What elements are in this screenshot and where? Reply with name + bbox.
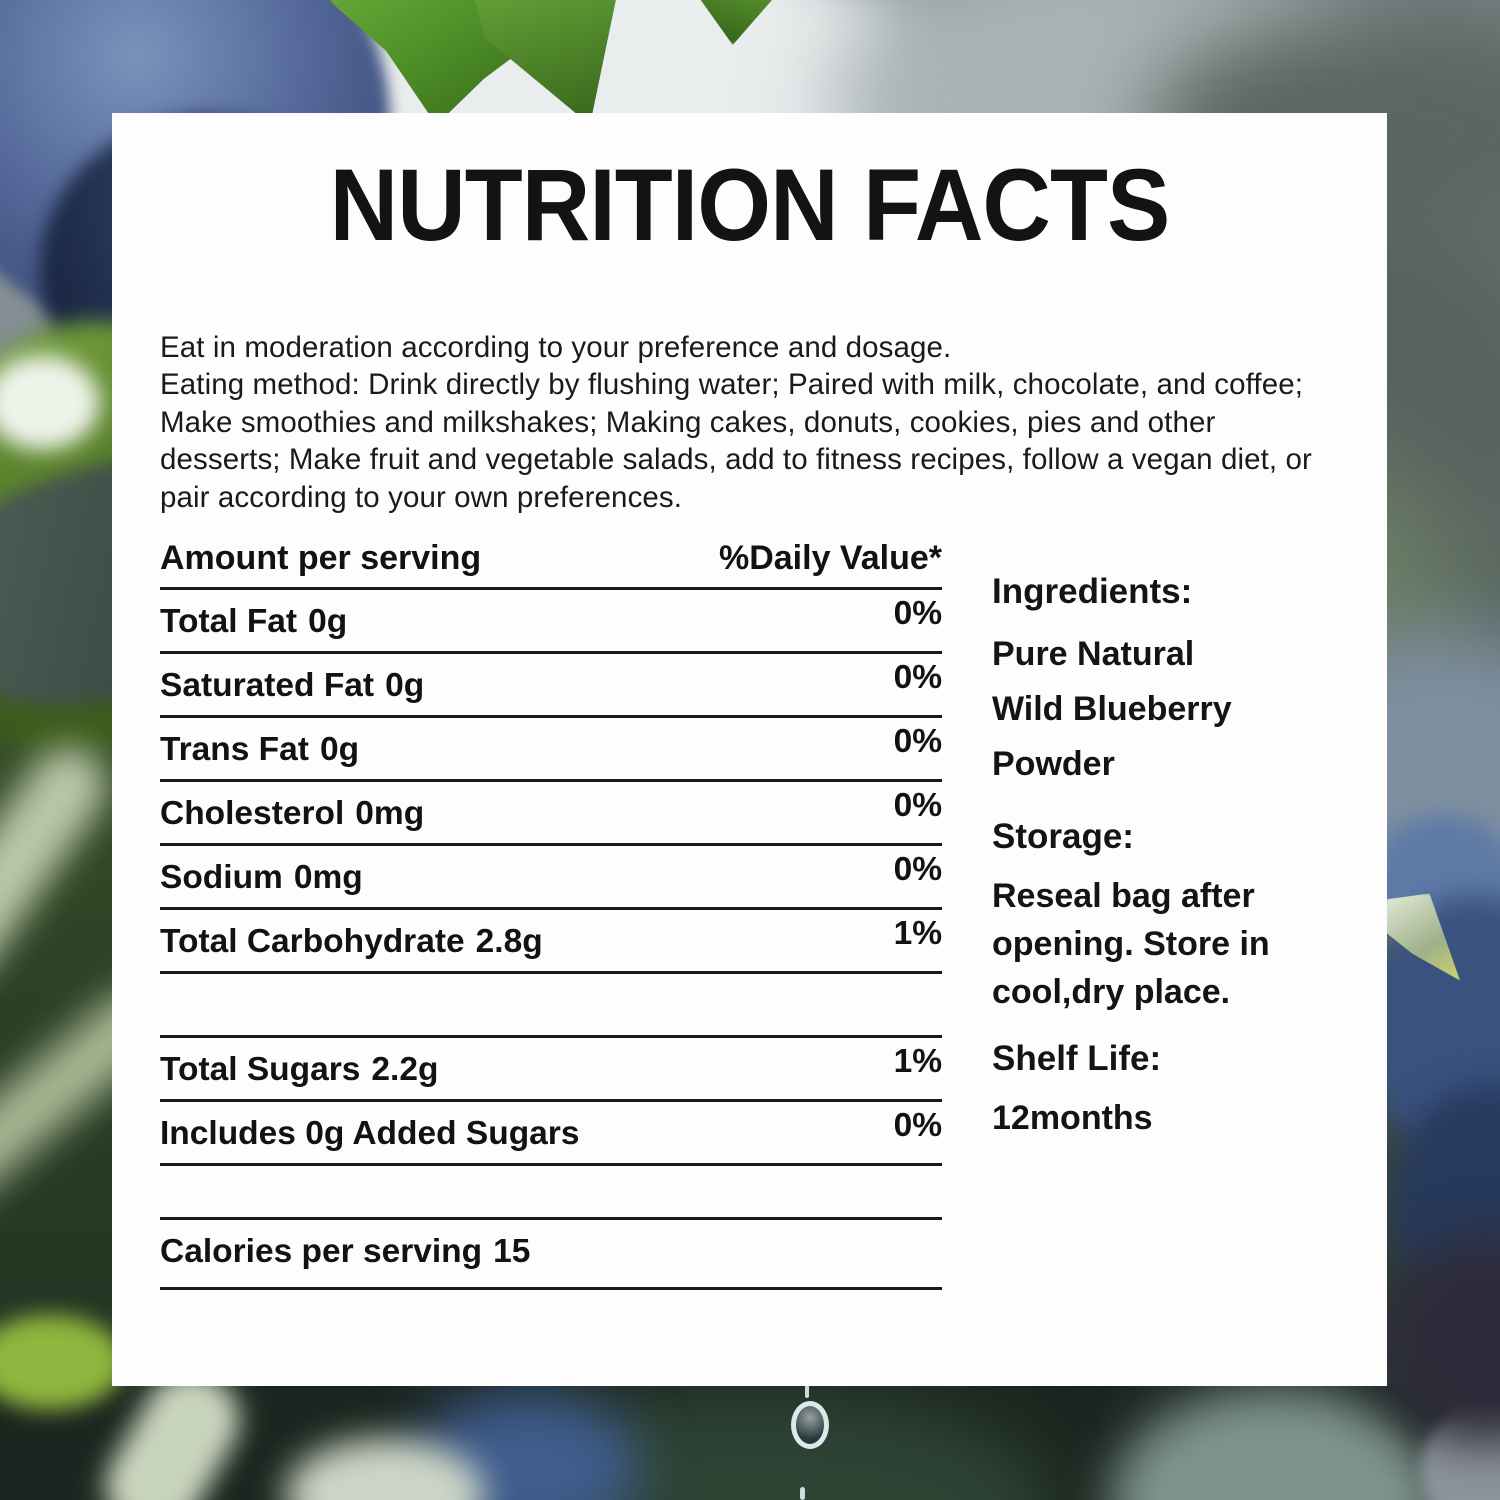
nutrient-name: Trans Fat — [160, 731, 309, 768]
nutrient-amount: 2.2g — [371, 1051, 439, 1088]
table-row-added-sugars: Includes 0g Added Sugars 0% — [160, 1102, 942, 1166]
nutrient-daily-value: 0% — [893, 1107, 942, 1144]
nutrient-daily-value: 0% — [893, 723, 942, 760]
bottom-left-bright-leaf — [0, 1315, 125, 1410]
label-card: NUTRITION FACTS Eat in moderation accord… — [112, 113, 1387, 1386]
nutrient-name: Sodium — [160, 859, 283, 896]
nutrient-name: Includes 0g Added Sugars — [160, 1115, 580, 1152]
shelf-life-heading: Shelf Life: — [992, 1039, 1162, 1078]
table-row-calories: Calories per serving 15 — [160, 1220, 942, 1290]
nutrient-amount: 15 — [493, 1233, 531, 1270]
side-info: Ingredients: Pure Natural Wild Blueberry… — [992, 571, 1332, 1142]
table-row-total-sugars: Total Sugars 2.2g 1% — [160, 1038, 942, 1102]
nutrient-name: Total Sugars — [160, 1051, 361, 1088]
nutrient-name: Total Fat — [160, 603, 298, 640]
nutrient-amount: 0g — [308, 603, 348, 640]
table-row-total-carbohydrate: Total Carbohydrate 2.8g 1% — [160, 910, 942, 974]
nutrient-amount: 2.8g — [475, 923, 543, 960]
storage-heading: Storage: — [992, 817, 1134, 856]
nutrient-daily-value: 0% — [893, 659, 942, 696]
nutrition-table: Amount per serving %Daily Value* Total F… — [160, 533, 942, 1290]
droplet-streak-bottom — [800, 1487, 805, 1500]
table-row-sodium: Sodium 0mg 0% — [160, 846, 942, 910]
table-header-amount: Amount per serving — [160, 539, 482, 577]
water-droplet-icon — [791, 1401, 829, 1449]
nutrient-name: Total Carbohydrate — [160, 923, 465, 960]
table-header: Amount per serving %Daily Value* — [160, 533, 942, 590]
nutrient-name: Saturated Fat — [160, 667, 375, 704]
table-header-daily-value: %Daily Value* — [718, 539, 942, 577]
nutrient-name: Calories per serving — [160, 1233, 483, 1270]
nutrient-daily-value: 0% — [893, 851, 942, 888]
nutrient-daily-value: 1% — [893, 1043, 942, 1080]
nutrient-name: Cholesterol — [160, 795, 345, 832]
nutrient-daily-value: 1% — [893, 915, 942, 952]
table-row-total-fat: Total Fat 0g 0% — [160, 590, 942, 654]
intro-text: Eat in moderation according to your pref… — [160, 330, 1312, 514]
table-row-trans-fat: Trans Fat 0g 0% — [160, 718, 942, 782]
ingredients-body: Pure Natural Wild Blueberry Powder — [992, 635, 1232, 783]
nutrient-daily-value: 0% — [893, 595, 942, 632]
page-title: NUTRITION FACTS — [329, 148, 1171, 262]
nutrient-amount: 0mg — [293, 859, 363, 896]
ingredients-heading: Ingredients: — [992, 572, 1193, 611]
table-row-saturated-fat: Saturated Fat 0g 0% — [160, 654, 942, 718]
nutrient-amount: 0mg — [355, 795, 425, 832]
table-spacer-row — [160, 974, 942, 1038]
nutrient-daily-value: 0% — [893, 787, 942, 824]
left-bokeh-highlight — [0, 355, 100, 450]
table-spacer-row — [160, 1166, 942, 1220]
storage-body: Reseal bag after opening. Store in cool,… — [992, 877, 1270, 1011]
droplet-streak-top — [805, 1383, 809, 1398]
shelf-life-body: 12months — [992, 1099, 1153, 1137]
nutrient-amount: 0g — [385, 667, 425, 704]
nutrient-amount: 0g — [319, 731, 360, 768]
table-row-cholesterol: Cholesterol 0mg 0% — [160, 782, 942, 846]
